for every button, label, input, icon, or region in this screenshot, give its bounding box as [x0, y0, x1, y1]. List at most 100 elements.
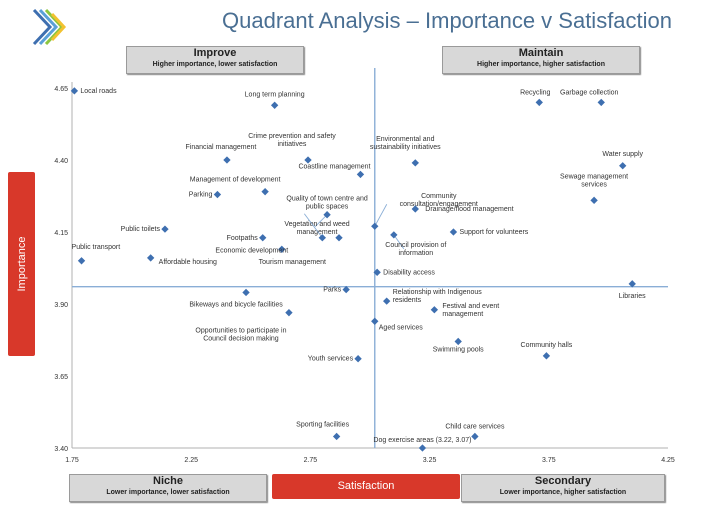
data-point-marker: [161, 225, 169, 233]
data-point-marker: [354, 355, 362, 363]
y-tick-label: 4.40: [54, 158, 68, 165]
data-point-label: Quality of town centre and public spaces: [286, 196, 367, 211]
data-point-label: Local roads: [80, 88, 117, 95]
data-point-label: Community halls: [521, 342, 573, 349]
data-point-marker: [278, 245, 286, 253]
leader-line: [374, 204, 388, 227]
data-point-label: Parking: [189, 192, 213, 199]
data-point-label: Bikeways and bicycle facilities: [189, 301, 283, 308]
data-point-label: Community consultation/engagement: [400, 193, 478, 208]
leader-line: [393, 234, 405, 250]
data-point-marker: [454, 337, 462, 346]
data-point-marker: [259, 234, 267, 242]
data-point-label: Support for volunteers: [459, 229, 528, 236]
y-tick-label: 3.40: [54, 446, 68, 453]
y-tick-label: 4.65: [54, 86, 68, 93]
data-point-marker: [213, 190, 222, 199]
quadrant-title: Improve: [193, 47, 237, 59]
data-point-label: Libraries: [619, 293, 646, 300]
data-point-label: Recycling: [520, 89, 550, 96]
data-point-marker: [371, 222, 379, 230]
x-tick-label: 2.75: [304, 457, 318, 464]
data-point-marker: [430, 306, 439, 314]
data-point-label: Affordable housing: [159, 259, 217, 266]
data-point-marker: [371, 317, 379, 325]
quadrant-label-niche: Niche Lower importance, lower satisfacti…: [69, 474, 267, 502]
data-point-marker: [619, 162, 627, 170]
data-point-label: Tourism management: [259, 259, 326, 266]
quadrant-label-maintain: Maintain Higher importance, higher satis…: [442, 46, 640, 74]
data-point-label: Financial management: [186, 144, 257, 151]
data-point-label: Dog exercise areas (3.22, 3.07): [373, 437, 471, 444]
data-point-marker: [70, 87, 79, 95]
page-title: Quadrant Analysis – Importance v Satisfa…: [222, 8, 673, 33]
data-point-marker: [356, 170, 365, 179]
data-point-label: Swimming pools: [433, 346, 484, 353]
data-point-marker: [390, 231, 398, 239]
quadrant-title: Maintain: [518, 47, 564, 59]
data-point-label: Sewage management services: [560, 173, 628, 188]
x-tick-label: 3.25: [423, 457, 437, 464]
leader-line: [314, 214, 328, 228]
data-point-label: Parks: [323, 287, 341, 294]
data-point-label: Water supply: [602, 151, 643, 158]
data-point-marker: [449, 228, 458, 236]
y-tick-label: 4.15: [54, 230, 68, 237]
x-tick-label: 4.25: [661, 457, 675, 464]
data-point-label: Disability access: [383, 269, 435, 276]
data-point-marker: [628, 280, 636, 288]
data-point-marker: [418, 444, 427, 452]
data-point-label: Environmental and sustainability initiati…: [370, 136, 441, 151]
y-tick-label: 3.65: [54, 374, 68, 381]
data-point-label: Coastline management: [298, 163, 370, 170]
data-point-marker: [242, 288, 250, 297]
data-point-label: Youth services: [308, 356, 354, 363]
data-point-marker: [332, 432, 341, 441]
data-point-marker: [323, 211, 331, 219]
quadrant-label-secondary: Secondary Lower importance, higher satis…: [461, 474, 665, 502]
quadrant-subtitle: Higher importance, higher satisfaction: [477, 61, 605, 68]
data-point-label: Child care services: [445, 423, 505, 430]
data-point-marker: [383, 297, 391, 305]
data-point-label: Management of development: [190, 177, 281, 184]
brand-logo-icon: [32, 8, 67, 46]
data-point-label: Long term planning: [245, 91, 305, 98]
data-point-marker: [590, 196, 598, 204]
data-point-marker: [597, 98, 605, 107]
quadrant-title: Secondary: [534, 475, 592, 487]
data-point-marker: [411, 159, 419, 167]
data-point-marker: [77, 257, 86, 265]
data-point-marker: [270, 101, 279, 109]
quadrant-subtitle: Lower importance, higher satisfaction: [499, 489, 627, 496]
quadrant-label-improve: Improve Higher importance, lower satisfa…: [126, 46, 304, 74]
data-point-label: Opportunities to participate in Council d…: [195, 328, 286, 343]
data-point-marker: [223, 156, 231, 164]
data-point-marker: [146, 254, 155, 262]
data-point-marker: [285, 308, 293, 317]
data-point-marker: [304, 156, 312, 164]
leader-line: [303, 213, 323, 239]
quadrant-title: Niche: [153, 475, 183, 487]
data-point-label: Sporting facilities: [296, 421, 349, 428]
x-tick-label: 2.25: [184, 457, 198, 464]
x-tick-label: 1.75: [65, 457, 79, 464]
y-tick-label: 3.90: [54, 302, 68, 309]
data-point-label: Council provision of information: [385, 242, 446, 257]
data-point-marker: [261, 188, 269, 196]
quadrant-subtitle: Higher importance, lower satisfaction: [152, 61, 278, 68]
data-point-label: Vegetation and weed management: [284, 221, 349, 236]
data-point-label: Drainage/flood management: [425, 206, 513, 213]
data-point-label: Relationship with Indigenous residents: [393, 289, 483, 304]
data-point-label: Public transport: [72, 244, 121, 251]
data-point-marker: [542, 352, 551, 360]
data-point-marker: [471, 432, 479, 441]
data-point-label: Footpaths: [227, 235, 259, 242]
data-point-label: Crime prevention and safety initiatives: [248, 133, 336, 148]
data-point-label: Garbage collection: [560, 89, 618, 96]
data-point-marker: [535, 98, 543, 107]
data-point-label: Economic development: [215, 247, 288, 254]
data-point-label: Festival and event management: [442, 303, 499, 318]
data-point-label: Aged services: [379, 324, 423, 331]
data-point-marker: [342, 285, 350, 294]
